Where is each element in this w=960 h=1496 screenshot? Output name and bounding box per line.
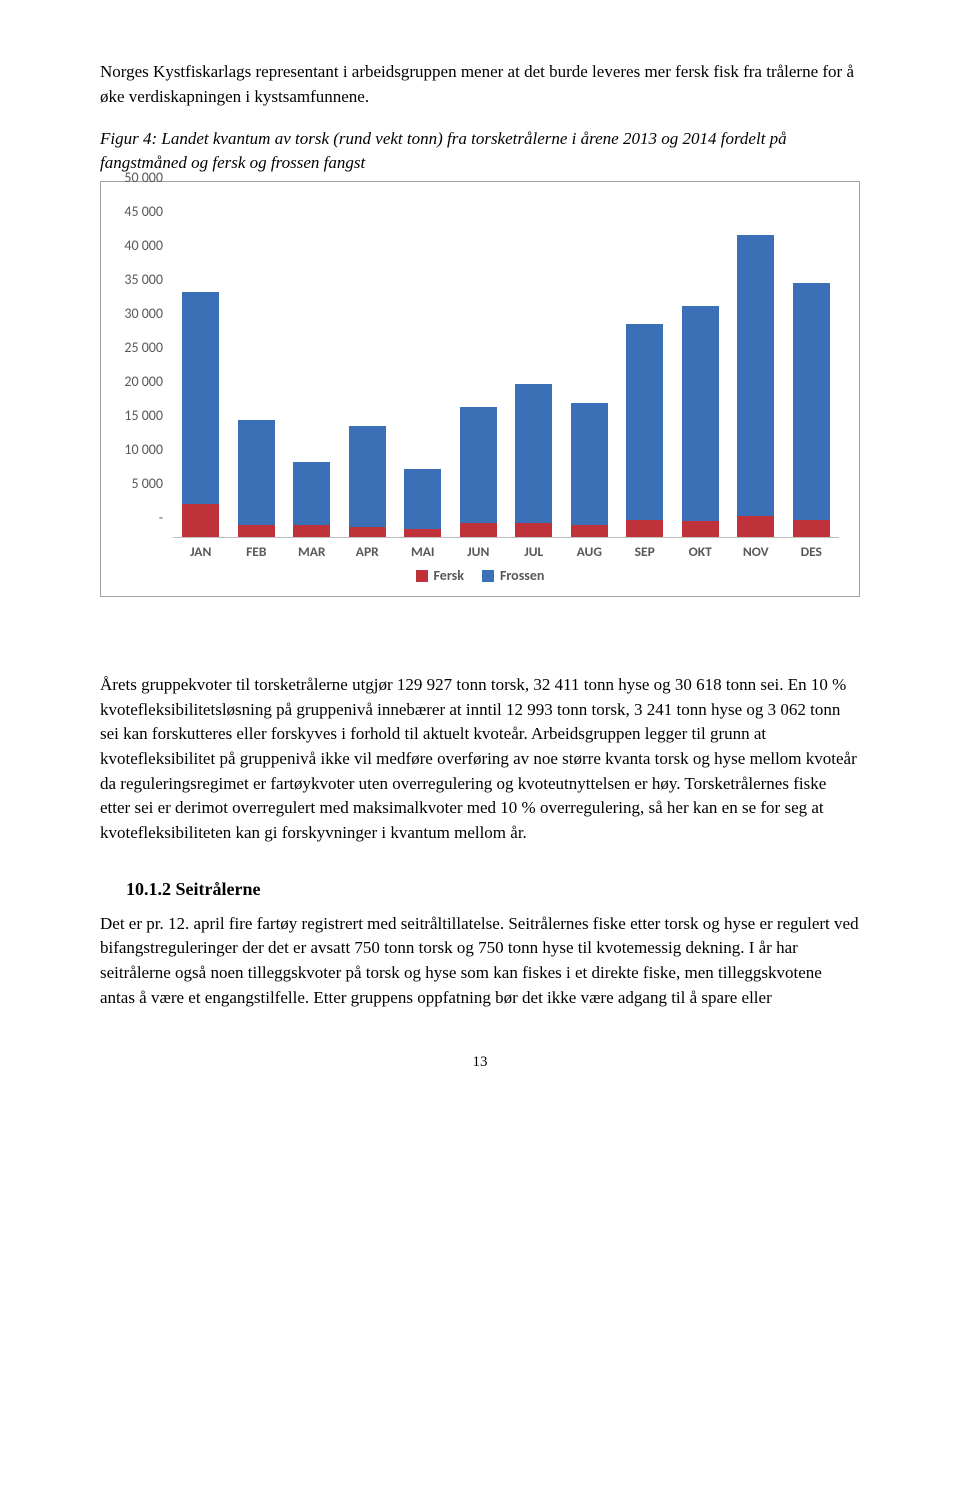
x-label: DES [784, 538, 840, 558]
bar-segment-frossen [404, 469, 441, 529]
x-label: JUN [451, 538, 507, 558]
bar-segment-fersk [404, 529, 441, 537]
bar-slot [451, 198, 507, 537]
y-tick: 5 000 [131, 473, 163, 493]
section-number: 10.1.2 [126, 879, 171, 899]
x-label: NOV [728, 538, 784, 558]
bar-segment-frossen [737, 235, 774, 516]
bar [571, 403, 608, 537]
bar-segment-fersk [349, 527, 386, 537]
legend-item-fersk: Fersk [416, 566, 464, 586]
y-axis: - 5 000 10 000 15 000 20 000 25 000 30 000 35 0… [115, 198, 169, 538]
bar [737, 235, 774, 537]
bar-segment-fersk [460, 523, 497, 537]
legend-swatch-frossen [482, 570, 494, 582]
bar-segment-fersk [293, 525, 330, 537]
plot-area [173, 198, 839, 538]
bar-slot [395, 198, 451, 537]
y-tick: 50 000 [124, 167, 163, 187]
bar [238, 420, 275, 537]
page-number: 13 [100, 1052, 860, 1074]
bar-segment-fersk [793, 520, 830, 537]
legend-swatch-fersk [416, 570, 428, 582]
bar-segment-frossen [571, 403, 608, 526]
y-tick: - [159, 507, 163, 527]
bar-slot [284, 198, 340, 537]
bar-segment-frossen [238, 420, 275, 524]
legend-item-frossen: Frossen [482, 566, 545, 586]
y-tick: 20 000 [124, 371, 163, 391]
body-paragraph: Årets gruppekvoter til torsketrålerne ut… [100, 673, 860, 845]
x-label: APR [340, 538, 396, 558]
bar-segment-frossen [182, 292, 219, 504]
section-title: Seitrålerne [176, 879, 261, 899]
bar-segment-frossen [349, 426, 386, 526]
bar-slot [784, 198, 840, 537]
x-axis: JANFEBMARAPRMAIJUNJULAUGSEPOKTNOVDES [173, 538, 839, 558]
bar [626, 324, 663, 537]
bar-segment-fersk [515, 523, 552, 537]
bar [293, 462, 330, 537]
y-tick: 45 000 [124, 201, 163, 221]
legend-label-fersk: Fersk [434, 566, 464, 586]
x-label: FEB [229, 538, 285, 558]
x-label: SEP [617, 538, 673, 558]
bar-segment-frossen [626, 324, 663, 520]
x-label: JAN [173, 538, 229, 558]
bar-segment-frossen [793, 283, 830, 520]
chart-area: -5 00010 00015 00020 00025 00030 00035 0… [173, 198, 839, 558]
y-tick: 40 000 [124, 235, 163, 255]
y-tick: 30 000 [124, 303, 163, 323]
bar-slot [173, 198, 229, 537]
bar [404, 469, 441, 537]
bar-segment-frossen [515, 384, 552, 522]
y-tick: 15 000 [124, 405, 163, 425]
bar-slot [673, 198, 729, 537]
bar [682, 306, 719, 537]
bar-segment-fersk [737, 516, 774, 537]
bar-slot [506, 198, 562, 537]
bar-segment-fersk [571, 525, 608, 537]
bar [349, 426, 386, 537]
x-label: OKT [673, 538, 729, 558]
bar [793, 283, 830, 537]
intro-paragraph: Norges Kystfiskarlags representant i arb… [100, 60, 860, 109]
bar-segment-fersk [682, 521, 719, 537]
bar-slot [562, 198, 618, 537]
bar [460, 407, 497, 537]
chart-container: - 5 000 10 000 15 000 20 000 25 000 30 000 35 0… [100, 181, 860, 597]
section-paragraph: Det er pr. 12. april fire fartøy registr… [100, 912, 860, 1011]
bar-segment-frossen [682, 306, 719, 520]
bars-group [173, 198, 839, 537]
bar-segment-fersk [238, 525, 275, 537]
x-label: MAI [395, 538, 451, 558]
chart-legend: Fersk Frossen [115, 566, 845, 586]
bar-slot [340, 198, 396, 537]
y-tick: 25 000 [124, 337, 163, 357]
x-label: AUG [562, 538, 618, 558]
section-heading: 10.1.2 Seitrålerne [100, 876, 860, 902]
bar-segment-frossen [460, 407, 497, 524]
bar [515, 384, 552, 537]
y-tick: 10 000 [124, 439, 163, 459]
x-label: MAR [284, 538, 340, 558]
bar-slot [617, 198, 673, 537]
legend-label-frossen: Frossen [500, 566, 545, 586]
bar-segment-frossen [293, 462, 330, 525]
bar-segment-fersk [182, 504, 219, 537]
bar [182, 292, 219, 537]
bar-slot [728, 198, 784, 537]
y-tick: 35 000 [124, 269, 163, 289]
x-label: JUL [506, 538, 562, 558]
bar-segment-fersk [626, 520, 663, 537]
figure-caption: Figur 4: Landet kvantum av torsk (rund v… [100, 127, 860, 175]
bar-slot [229, 198, 285, 537]
